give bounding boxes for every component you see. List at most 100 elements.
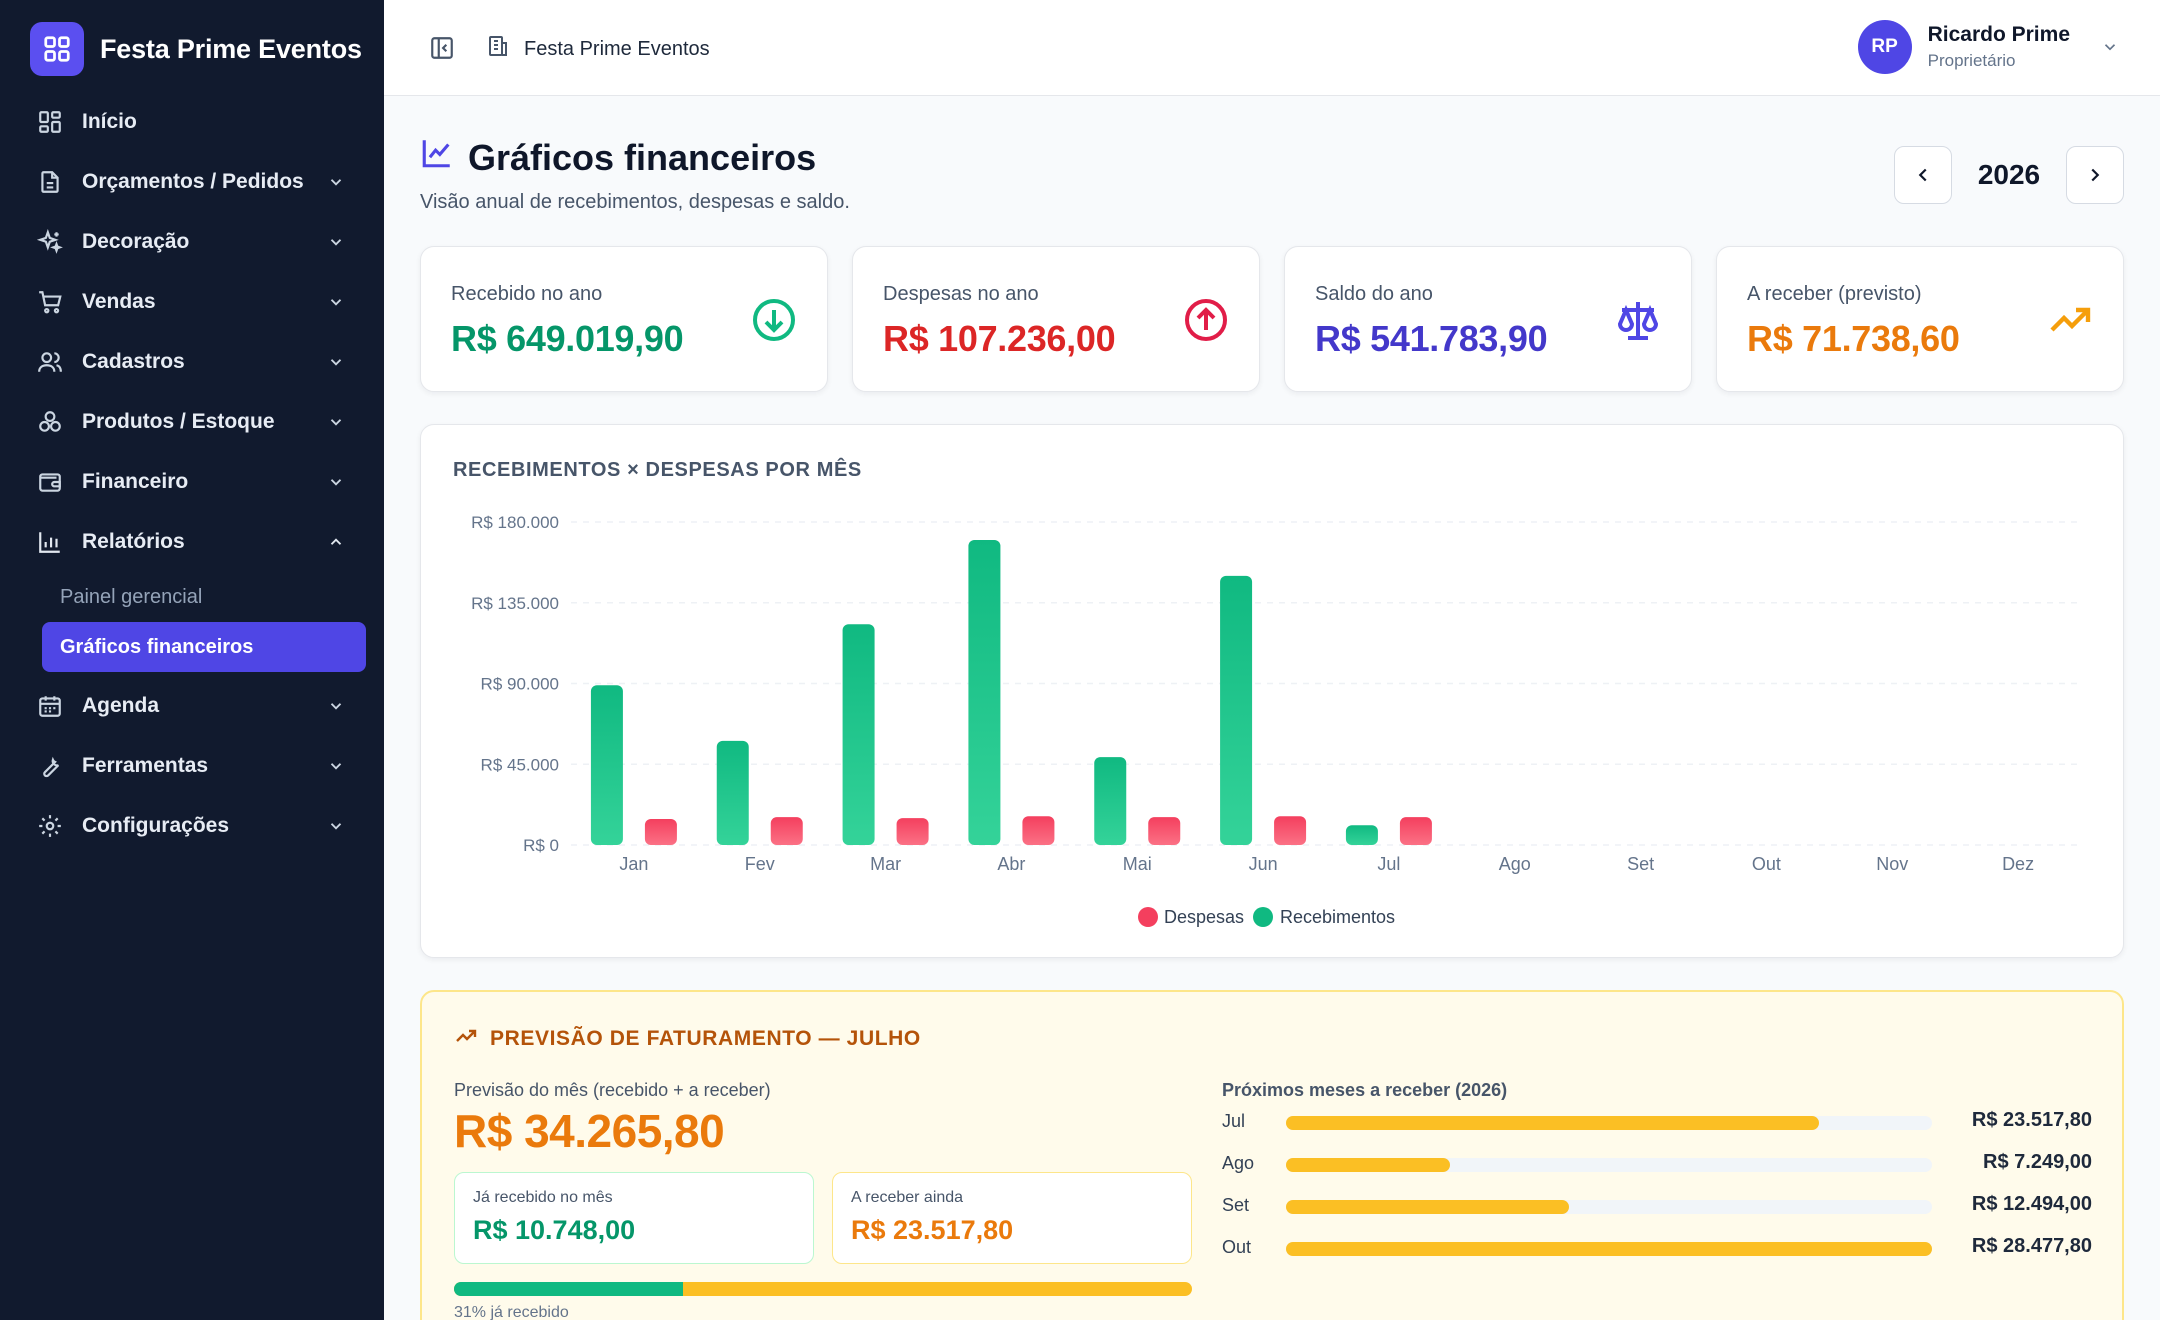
- legend-swatch-recebimentos: [1253, 907, 1273, 927]
- building-icon: [486, 34, 510, 64]
- chevron-right-icon: [2091, 168, 2100, 182]
- pending-value: R$ 23.517,80: [851, 1215, 1014, 1245]
- chart-card: RECEBIMENTOS × DESPESAS POR MÊS R$ 0 R$ 4…: [420, 424, 2124, 958]
- x-tick-label: Mai: [1123, 854, 1152, 874]
- forecast-subtitle: Previsão do mês (recebido + a receber): [454, 1080, 771, 1100]
- y-tick-label: R$ 45.000: [481, 755, 559, 774]
- sidebar-item-decoracao[interactable]: Decoração: [0, 212, 384, 272]
- next-month-track: [1286, 1158, 1932, 1172]
- kpi-card-saldo: Saldo do ano R$ 541.783,90: [1284, 246, 1692, 392]
- received-progress-bar: [454, 1282, 1192, 1296]
- panel-left-icon: [431, 37, 453, 59]
- bar-despesas: [1022, 816, 1055, 845]
- document-icon: [36, 168, 64, 196]
- bar-despesas: [1399, 817, 1432, 845]
- sidebar-item-ferramentas[interactable]: Ferramentas: [0, 736, 384, 796]
- sidebar-item-label: Vendas: [82, 290, 156, 313]
- forecast-title: PREVISÃO DE FATURAMENTO — JULHO: [454, 1024, 921, 1054]
- sidebar-item-label: Decoração: [82, 230, 190, 253]
- cart-icon: [36, 288, 64, 316]
- sidebar-item-financeiro[interactable]: Financeiro: [0, 452, 384, 512]
- next-month-track: [1286, 1200, 1932, 1214]
- received-progress-fill: [454, 1282, 683, 1296]
- bar-despesas: [896, 818, 929, 845]
- kpi-value: R$ 107.236,00: [883, 318, 1116, 359]
- sidebar-item-label: Cadastros: [82, 350, 185, 373]
- chevron-down-icon: [326, 292, 346, 312]
- x-tick-label: Jan: [619, 854, 648, 874]
- sidebar-subitem-painel-gerencial[interactable]: Painel gerencial: [60, 585, 203, 608]
- kpi-card-a-receber: A receber (previsto) R$ 71.738,60: [1716, 246, 2124, 392]
- sidebar-item-cadastros[interactable]: Cadastros: [0, 332, 384, 392]
- next-month-value: R$ 28.477,80: [1971, 1235, 2092, 1257]
- sidebar: Festa Prime Eventos Início Orçamentos / …: [0, 0, 384, 1320]
- next-month-label: Out: [1222, 1237, 1252, 1257]
- grid-logo-icon: [30, 22, 84, 76]
- x-tick-label: Fev: [745, 854, 775, 874]
- x-tick-label: Jul: [1377, 854, 1400, 874]
- brand-name: Festa Prime Eventos: [100, 33, 362, 64]
- next-month-fill: [1286, 1242, 1932, 1256]
- sidebar-item-label: Configurações: [82, 814, 230, 837]
- sidebar-item-relatorios[interactable]: Relatórios: [0, 512, 384, 572]
- scale-icon: [1613, 295, 1663, 345]
- next-month-value: R$ 12.494,00: [1971, 1193, 2092, 1215]
- trending-up-icon: [454, 1024, 478, 1054]
- kpi-value: R$ 649.019,90: [451, 318, 684, 359]
- user-menu[interactable]: RP Ricardo Prime Proprietário: [1857, 20, 2120, 74]
- progress-caption: 31% já recebido: [454, 1304, 569, 1320]
- sidebar-item-produtos[interactable]: Produtos / Estoque: [0, 392, 384, 452]
- kpi-label: A receber (previsto): [1747, 283, 1922, 305]
- year-value: 2026: [1977, 159, 2041, 190]
- sidebar-item-label: Agenda: [82, 694, 160, 717]
- page-title: Gráficos financeiros: [468, 136, 817, 178]
- received-box: Já recebido no mês R$ 10.748,00: [454, 1172, 814, 1264]
- kpi-label: Saldo do ano: [1315, 283, 1433, 305]
- kpi-card-recebido: Recebido no ano R$ 649.019,90: [420, 246, 828, 392]
- previous-year-button[interactable]: [1894, 146, 1952, 204]
- sidebar-item-inicio[interactable]: Início: [0, 92, 384, 152]
- chevron-down-icon: [326, 472, 346, 492]
- sidebar-item-label: Financeiro: [82, 470, 189, 493]
- kpi-cards: Recebido no ano R$ 649.019,90 Despesas n…: [420, 246, 2124, 392]
- next-month-label: Jul: [1222, 1111, 1246, 1131]
- x-tick-label: Jun: [1249, 854, 1278, 874]
- chevron-down-icon: [326, 352, 346, 372]
- bar-recebimentos: [716, 740, 749, 845]
- x-tick-label: Mar: [870, 854, 901, 874]
- bar-recebimentos: [590, 685, 623, 845]
- next-year-button[interactable]: [2066, 146, 2124, 204]
- sidebar-item-orcamentos[interactable]: Orçamentos / Pedidos: [0, 152, 384, 212]
- bar-despesas: [644, 818, 677, 845]
- sidebar-subitem-graficos-financeiros[interactable]: Gráficos financeiros: [42, 622, 366, 672]
- page-header: Gráficos financeiros Visão anual de rece…: [420, 136, 850, 214]
- gear-icon: [36, 812, 64, 840]
- pending-label: A receber ainda: [851, 1189, 964, 1206]
- trending-up-icon: [2045, 295, 2095, 345]
- topbar: Festa Prime Eventos RP Ricardo Prime Pro…: [384, 0, 2160, 96]
- forecast-card: PREVISÃO DE FATURAMENTO — JULHO Previsão…: [420, 990, 2124, 1320]
- chevron-up-icon: [326, 532, 346, 552]
- sidebar-item-vendas[interactable]: Vendas: [0, 272, 384, 332]
- calendar-icon: [36, 692, 64, 720]
- kpi-label: Despesas no ano: [883, 283, 1039, 305]
- sidebar-item-configuracoes[interactable]: Configurações: [0, 796, 384, 856]
- next-month-label: Ago: [1222, 1153, 1255, 1173]
- legend-swatch-despesas: [1138, 907, 1158, 927]
- forecast-total: R$ 34.265,80: [454, 1105, 725, 1157]
- chevron-left-icon: [1918, 168, 1927, 182]
- bar-chart: R$ 0 R$ 45.000 R$ 90.000 R$ 135.000 R$ 180.0…: [471, 513, 2081, 927]
- user-name: Ricardo Prime: [1927, 23, 2070, 46]
- y-tick-label: R$ 90.000: [481, 675, 559, 694]
- bar-recebimentos: [1345, 825, 1378, 845]
- bar-despesas: [770, 817, 803, 845]
- sidebar-item-label: Orçamentos / Pedidos: [82, 170, 304, 193]
- kpi-card-despesas: Despesas no ano R$ 107.236,00: [852, 246, 1260, 392]
- sidebar-item-agenda[interactable]: Agenda: [0, 676, 384, 736]
- brand[interactable]: Festa Prime Eventos: [30, 21, 362, 77]
- sidebar-collapse-button[interactable]: [428, 34, 456, 62]
- next-month-fill: [1286, 1200, 1570, 1214]
- x-tick-label: Ago: [1499, 854, 1531, 874]
- kpi-label: Recebido no ano: [451, 283, 603, 305]
- next-month-label: Set: [1222, 1195, 1250, 1215]
